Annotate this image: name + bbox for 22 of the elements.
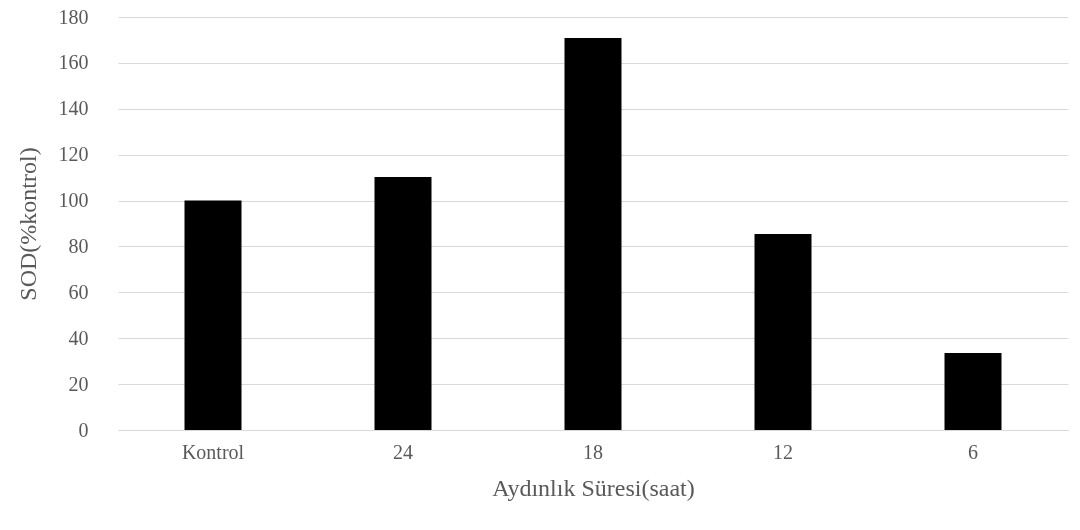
x-tick-label: 6 [968, 440, 978, 463]
y-tick-label: 180 [58, 5, 89, 28]
y-axis-title: SOD(%kontrol) [14, 147, 41, 301]
x-tick-label: Kontrol [181, 440, 245, 463]
y-tick-label: 80 [68, 234, 89, 257]
y-tick-label: 160 [58, 51, 89, 74]
x-tick-label: 18 [583, 440, 603, 463]
y-tick-label: 120 [58, 143, 89, 166]
y-tick-label: 140 [58, 97, 89, 120]
y-tick-label: 40 [68, 326, 89, 349]
x-tick-label: 12 [773, 440, 793, 463]
y-tick-label: 60 [68, 280, 89, 303]
y-tick-label: 0 [78, 418, 89, 441]
y-tick-label: 100 [58, 189, 89, 212]
bar [184, 200, 242, 430]
bar [754, 234, 812, 430]
y-tick-label: 20 [68, 372, 89, 395]
x-axis-title: Aydınlık Süresi(saat) [492, 474, 695, 501]
bar [944, 352, 1002, 430]
bar [374, 176, 432, 430]
bar [564, 37, 622, 430]
x-tick-label: 24 [393, 440, 413, 463]
